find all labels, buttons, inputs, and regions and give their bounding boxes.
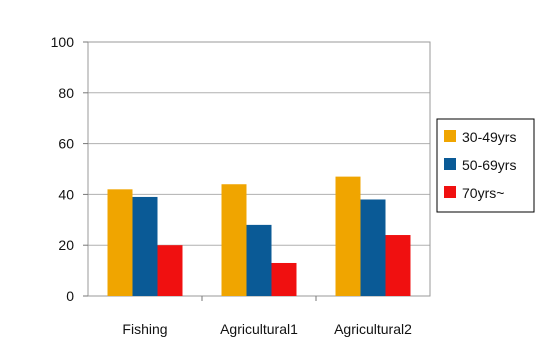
bar-70yrs--fishing	[157, 245, 183, 296]
x-tick-label: Fishing	[122, 321, 167, 337]
legend: 30-49yrs 50-69yrs 70yrs~	[436, 118, 535, 213]
legend-label: 70yrs~	[462, 185, 504, 201]
bar-50-69yrs-agricultural1	[246, 224, 272, 296]
bars	[107, 176, 411, 296]
legend-swatch	[444, 130, 456, 142]
y-tick-label: 60	[58, 136, 74, 152]
bar-30-49yrs-fishing	[107, 189, 133, 296]
legend-label: 30-49yrs	[462, 129, 516, 145]
y-tick-label: 80	[58, 85, 74, 101]
bar-70yrs--agricultural1	[271, 262, 297, 296]
legend-swatch	[444, 186, 456, 198]
bar-50-69yrs-agricultural2	[360, 199, 386, 296]
legend-label: 50-69yrs	[462, 157, 516, 173]
y-tick-label: 100	[51, 34, 75, 50]
bar-30-49yrs-agricultural2	[335, 176, 361, 296]
tick-labels: 0 20 40 60 80 100 Fishing Agricultural1 Agricult…	[51, 34, 412, 337]
y-tick-label: 40	[58, 186, 74, 202]
bar-70yrs--agricultural2	[385, 235, 411, 296]
y-tick-label: 0	[66, 288, 74, 304]
bar-30-49yrs-agricultural1	[221, 184, 247, 296]
x-tick-label: Agricultural2	[334, 321, 412, 337]
legend-swatch	[444, 158, 456, 170]
bar-50-69yrs-fishing	[132, 196, 158, 296]
x-tick-label: Agricultural1	[220, 321, 298, 337]
y-tick-label: 20	[58, 237, 74, 253]
